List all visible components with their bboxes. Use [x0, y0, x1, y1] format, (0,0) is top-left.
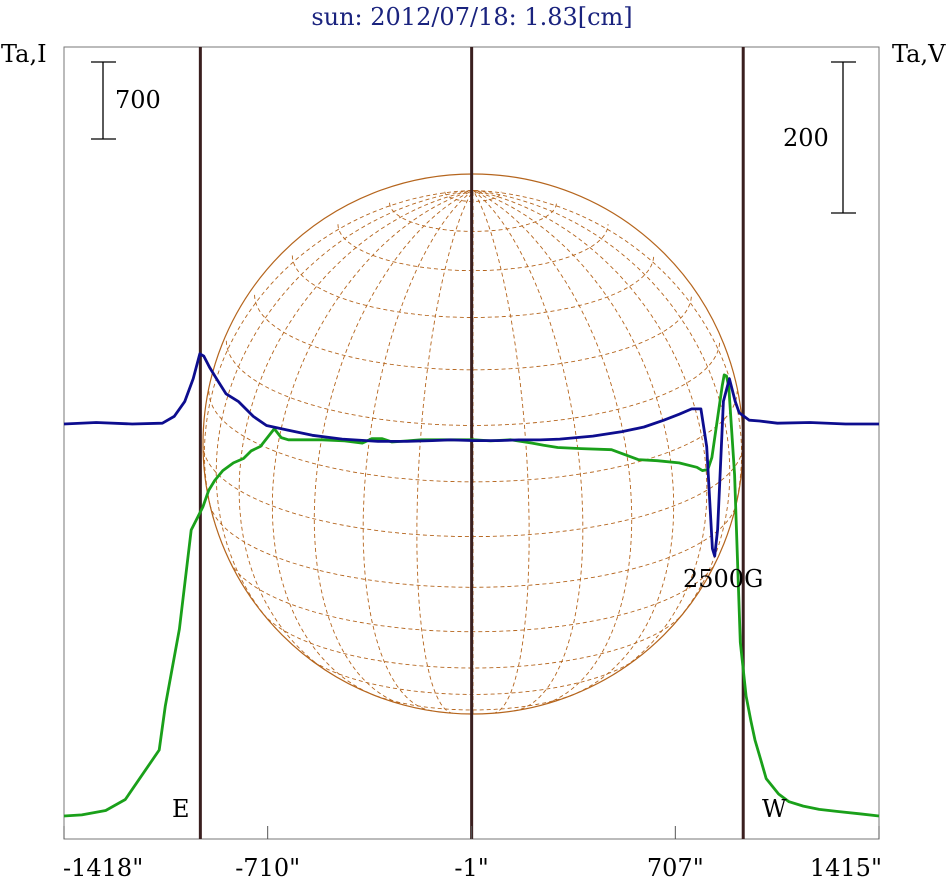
longitude-line [416, 190, 474, 714]
longitude-line [472, 189, 633, 706]
x-tick-label: -1418" [63, 854, 143, 882]
longitude-line [362, 190, 474, 712]
chart-title: sun: 2012/07/18: 1.83[cm] [311, 3, 632, 31]
left-axis-label: Ta,I [1, 40, 47, 68]
longitude-line [472, 189, 742, 520]
scale-bar-left-label: 700 [115, 86, 161, 114]
scale-bar-right [831, 61, 856, 214]
longitude-line [472, 189, 708, 675]
scale-bar-left [91, 61, 116, 140]
longitude-line [472, 189, 675, 697]
latitude-line [262, 613, 684, 669]
longitude-line [472, 189, 731, 630]
longitude-line [204, 189, 474, 520]
limb-label-west: W [762, 795, 787, 823]
longitude-line [238, 189, 474, 675]
right-axis-label: Ta,V [892, 40, 946, 68]
longitude-line [313, 189, 474, 706]
scale-bar-right-label: 200 [783, 124, 829, 152]
polarization-curve [63, 352, 879, 558]
longitude-line [472, 190, 584, 712]
longitude-line [472, 190, 530, 714]
x-tick-label: 707" [647, 854, 704, 882]
longitude-line [215, 189, 474, 630]
longitude-line [271, 189, 474, 697]
x-tick-label: -1" [454, 854, 488, 882]
x-tick-label: -710" [235, 854, 300, 882]
field-annotation: 2500G [683, 565, 763, 593]
x-tick-label: 1415" [810, 854, 882, 882]
limb-label-east: E [172, 795, 190, 823]
